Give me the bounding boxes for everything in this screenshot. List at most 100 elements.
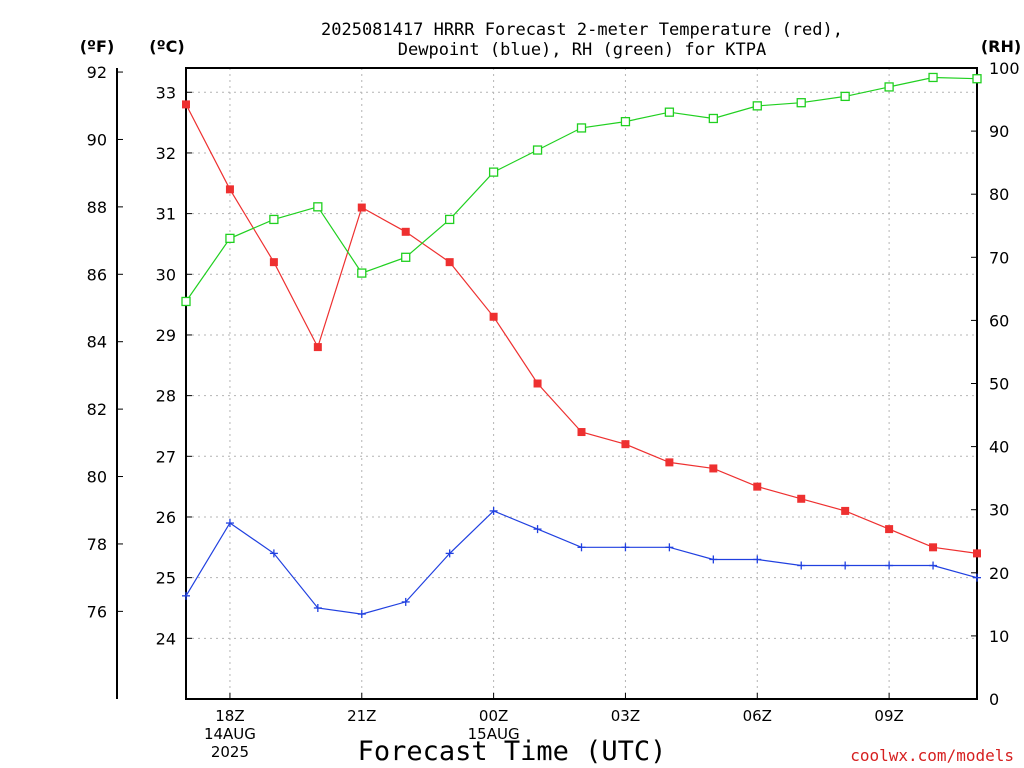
rh-tick-label: 70 <box>989 248 1009 267</box>
rh-point <box>928 72 938 83</box>
dewpoint-point <box>841 561 850 570</box>
x-tick-label: 06Z <box>743 707 772 725</box>
dewpoint-point <box>973 573 981 582</box>
dewpoint-point <box>401 597 410 606</box>
chart-title-line-2: Dewpoint (blue), RH (green) for KTPA <box>398 40 766 60</box>
rh-tick-label: 30 <box>989 501 1009 520</box>
fahrenheit-tick-label: 86 <box>87 265 107 284</box>
data-series <box>181 72 982 619</box>
rh-tick-label: 0 <box>989 690 999 709</box>
rh-point <box>357 268 367 278</box>
celsius-tick-label: 28 <box>156 387 176 406</box>
dewpoint-point <box>533 525 542 534</box>
temperature-point <box>225 185 234 194</box>
series-line <box>185 510 978 615</box>
rh-point <box>796 98 806 108</box>
rh-tick-label: 60 <box>989 311 1009 330</box>
temperature-point <box>269 258 278 267</box>
rh-point <box>972 74 982 84</box>
celsius-tick-label: 25 <box>156 569 176 588</box>
x-tick-label: 03Z <box>611 707 640 725</box>
rh-point <box>532 145 543 155</box>
rh-tick-label: 100 <box>989 59 1020 78</box>
x-tick-label: 09Z <box>874 707 903 725</box>
fahrenheit-tick-label: 80 <box>87 468 107 487</box>
dewpoint-point <box>621 543 630 552</box>
x-tick-label: 14AUG <box>204 725 256 743</box>
celsius-tick-label: 24 <box>156 629 176 648</box>
dewpoint-point <box>885 561 894 570</box>
series-line <box>185 104 978 554</box>
x-axis-label: Forecast Time (UTC) <box>358 736 667 767</box>
fahrenheit-tick-label: 92 <box>87 63 107 82</box>
temperature-point <box>665 458 674 467</box>
rh-point <box>620 116 631 127</box>
celsius-tick-label: 33 <box>156 83 176 102</box>
dewpoint-point <box>797 561 806 570</box>
rh-point <box>225 233 235 244</box>
fahrenheit-tick-label: 78 <box>87 535 107 554</box>
rh-point <box>445 214 455 225</box>
fahrenheit-tick-label: 88 <box>87 198 107 217</box>
celsius-tick-label: 26 <box>156 508 176 527</box>
dewpoint-point <box>753 555 762 564</box>
grid-lines <box>186 68 977 699</box>
fahrenheit-tick-label: 90 <box>87 130 107 149</box>
rh-point <box>313 202 323 212</box>
temperature-point <box>929 543 938 552</box>
series-line <box>185 76 978 302</box>
rh-tick-label: 10 <box>989 627 1009 646</box>
rh-point <box>401 252 411 262</box>
celsius-axis-label: (ºC) <box>149 37 184 56</box>
temperature-point <box>182 100 190 109</box>
dewpoint-point <box>929 561 938 570</box>
temperature-point <box>621 440 630 449</box>
rh-tick-label: 20 <box>989 564 1009 583</box>
dewpoint-point <box>225 519 234 528</box>
rh-tick-label: 50 <box>989 375 1009 394</box>
celsius-tick-label: 27 <box>156 447 176 466</box>
temperature-point <box>709 464 718 473</box>
temperature-point <box>797 494 806 503</box>
fahrenheit-axis-label: (ºF) <box>80 37 115 56</box>
rh-point <box>708 113 718 124</box>
chart-title-line-1: 2025081417 HRRR Forecast 2-meter Tempera… <box>321 20 843 40</box>
x-tick-label: 00Z <box>479 707 508 725</box>
temperature-point <box>577 428 586 437</box>
temperature-point <box>489 312 498 321</box>
rh-point <box>576 123 587 133</box>
dewpoint-point <box>665 543 674 552</box>
temperature-point <box>313 343 322 352</box>
x-tick-label: 21Z <box>347 707 376 725</box>
x-tick-label: 15AUG <box>468 725 520 743</box>
celsius-tick-label: 30 <box>156 265 176 284</box>
x-tick-label: 18Z <box>215 707 244 725</box>
dewpoint-point <box>182 591 190 600</box>
dewpoint-point <box>313 603 322 612</box>
rh-point <box>840 91 850 102</box>
dewpoint-point <box>709 555 718 564</box>
chart-axes <box>116 67 978 700</box>
x-tick-label: 2025 <box>211 743 249 761</box>
dewpoint-point <box>269 549 278 558</box>
temperature-point <box>445 258 454 267</box>
temperature-point <box>753 482 762 491</box>
tick-labels: 24 25 26 27 28 29 30 31 32 33 76 78 80 82 84 86 88 90 92 0 1… <box>87 59 1020 761</box>
credit-text: coolwx.com/models <box>850 746 1014 765</box>
rh-point <box>181 296 191 307</box>
rh-point <box>269 214 279 225</box>
temperature-point <box>973 549 981 558</box>
rh-tick-label: 40 <box>989 438 1009 457</box>
rh-point <box>664 107 675 117</box>
rh-point <box>884 82 894 92</box>
temperature-point <box>401 227 410 236</box>
fahrenheit-tick-label: 82 <box>87 400 107 419</box>
plot-frame <box>185 67 978 700</box>
celsius-tick-label: 31 <box>156 205 176 224</box>
celsius-tick-label: 29 <box>156 326 176 345</box>
dewpoint-point <box>357 610 366 619</box>
temperature-point <box>533 379 542 388</box>
rh-tick-label: 80 <box>989 185 1009 204</box>
rh-axis-label: (RH) <box>981 37 1021 56</box>
